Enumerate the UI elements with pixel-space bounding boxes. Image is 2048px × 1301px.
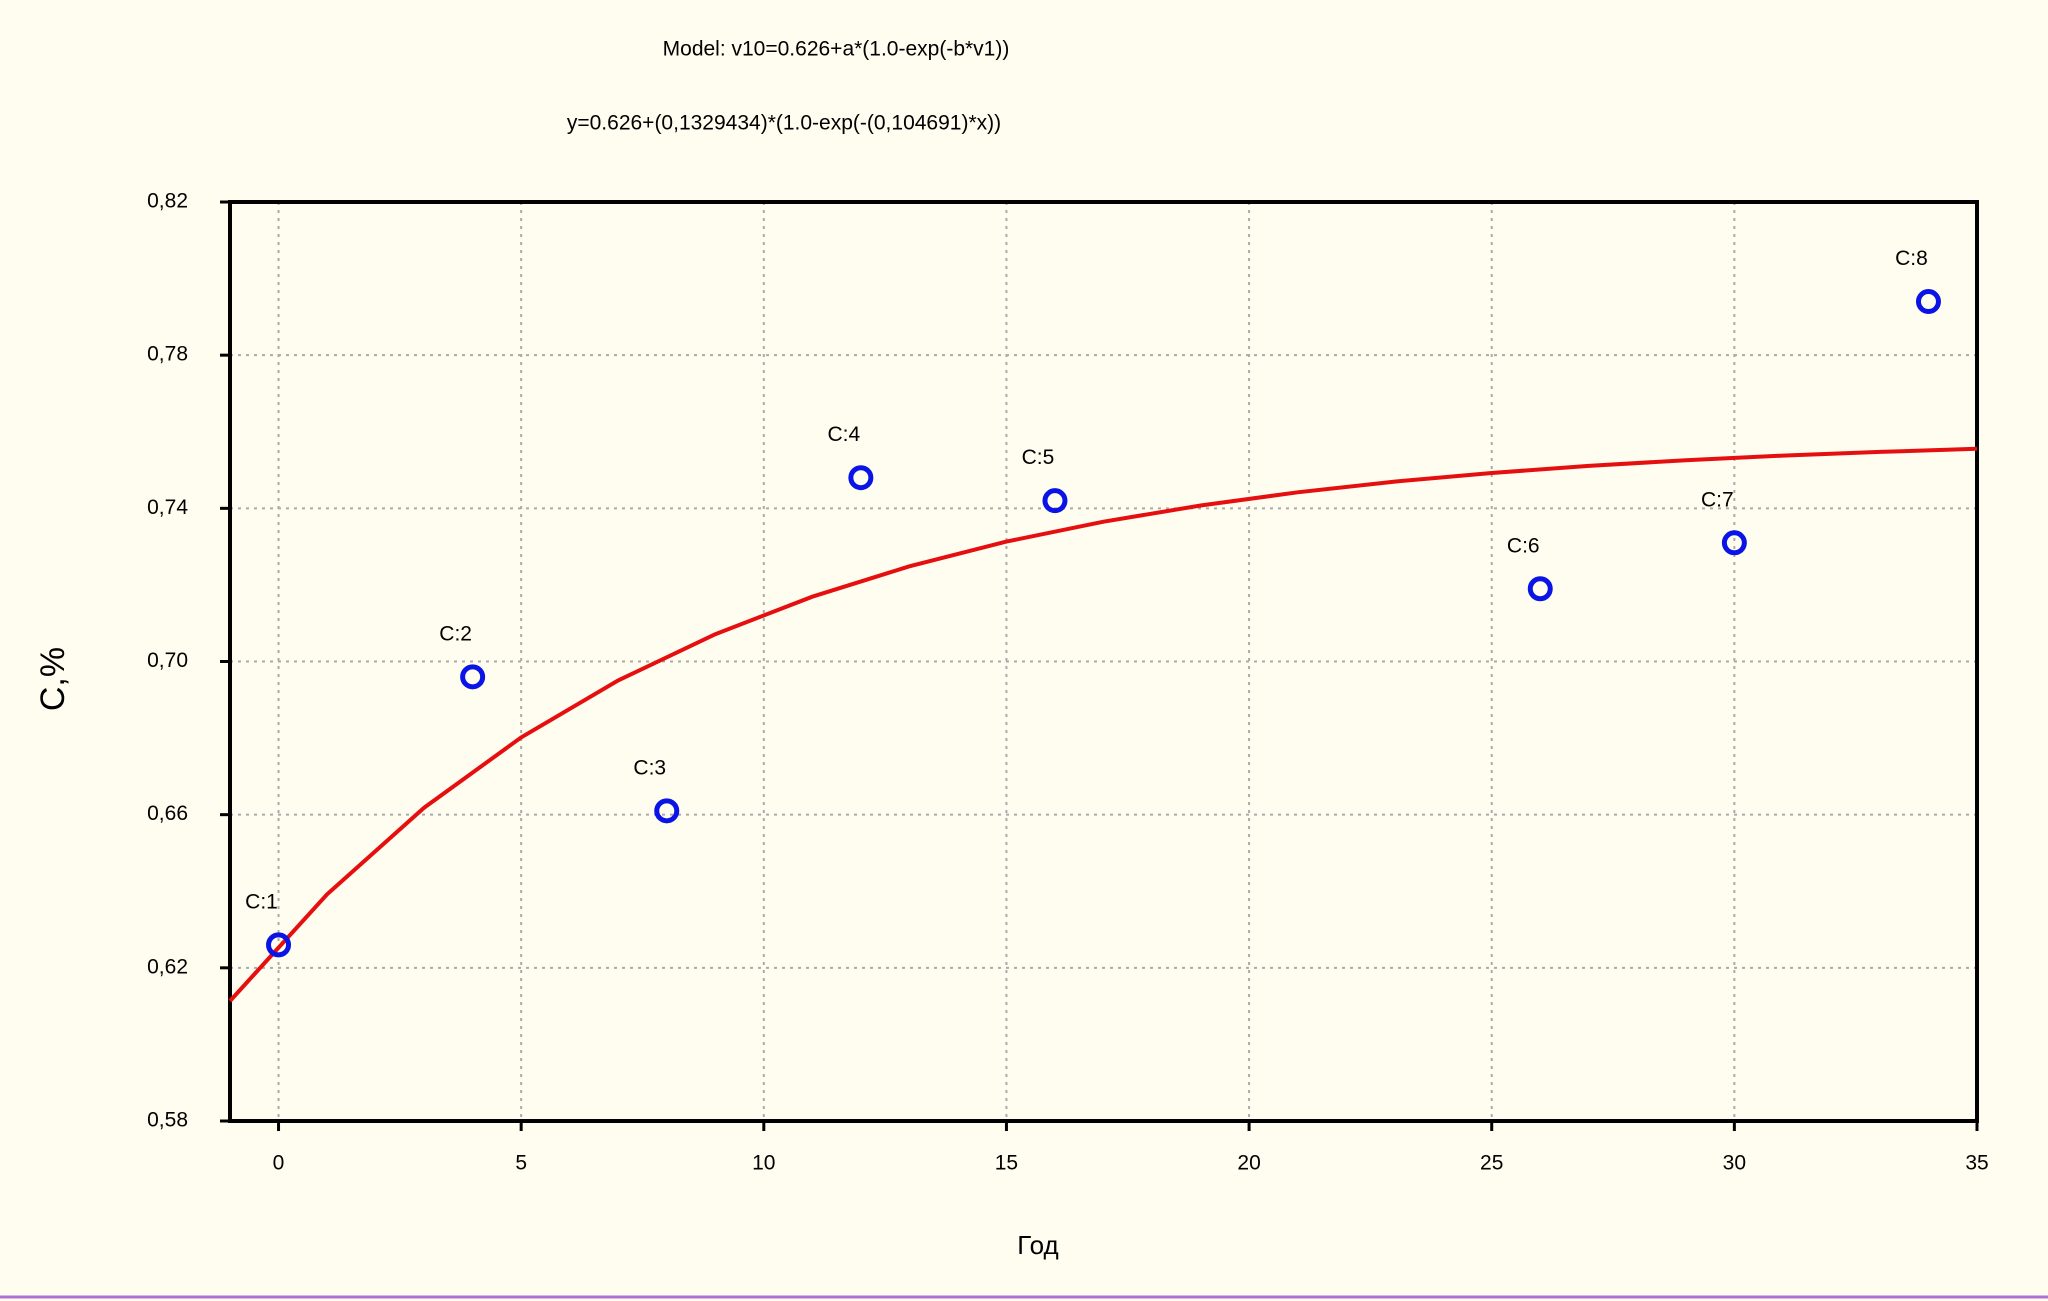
x-axis-label: Год [1017, 1230, 1058, 1260]
point-label: C:7 [1701, 488, 1734, 511]
data-point [654, 798, 680, 824]
x-tick-label: 10 [752, 1152, 775, 1175]
x-tick-label: 5 [515, 1152, 527, 1175]
y-tick-label: 0,70 [147, 649, 188, 672]
y-tick-label: 0,82 [147, 190, 188, 213]
x-tick-label: 0 [273, 1152, 285, 1175]
y-tick-label: 0,62 [147, 955, 188, 978]
point-label: C:3 [633, 756, 666, 779]
fit-curve [228, 446, 1978, 1003]
point-label: C:4 [828, 423, 861, 446]
point-label: C:5 [1022, 446, 1055, 469]
y-tick-label: 0,74 [147, 496, 188, 519]
point-label: C:2 [439, 622, 472, 645]
plot-frame [228, 200, 1979, 1123]
x-tick-label: 25 [1480, 1152, 1503, 1175]
chart-subtitle: y=0.626+(0,1329434)*(1.0-exp(-(0,104691)… [567, 112, 1001, 135]
data-point [1915, 289, 1941, 315]
y-tick-label: 0,78 [147, 343, 188, 366]
x-tick-label: 15 [995, 1152, 1018, 1175]
point-label: C:8 [1895, 247, 1928, 270]
y-axis-label: C,% [34, 647, 72, 711]
point-label: C:1 [245, 890, 278, 913]
point-label: C:6 [1507, 534, 1540, 557]
y-tick-label: 0,66 [147, 802, 188, 825]
data-point [1721, 530, 1747, 556]
y-tick-label: 0,58 [147, 1109, 188, 1132]
data-point [1527, 576, 1553, 602]
data-point [460, 664, 486, 690]
x-tick-label: 20 [1237, 1152, 1260, 1175]
x-tick-label: 30 [1723, 1152, 1746, 1175]
data-point [848, 465, 874, 491]
chart-title: Model: v10=0.626+a*(1.0-exp(-b*v1)) [663, 38, 1010, 61]
x-tick-label: 35 [1965, 1152, 1988, 1175]
data-point [1042, 488, 1068, 514]
data-point [266, 932, 292, 958]
